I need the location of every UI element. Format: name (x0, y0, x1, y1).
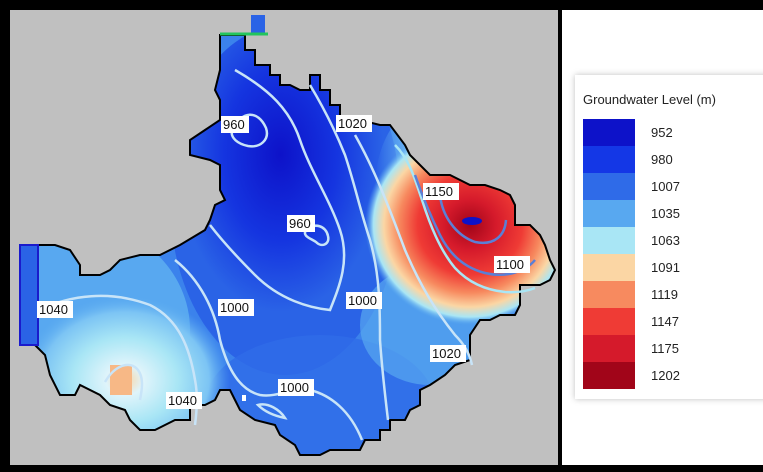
svg-text:1020: 1020 (432, 346, 461, 361)
legend-swatch (583, 362, 635, 389)
legend-item: 952 (583, 119, 763, 146)
legend-item: 1007 (583, 173, 763, 200)
legend-label: 1202 (651, 368, 680, 383)
contour-label: 960 (287, 215, 315, 232)
svg-text:1000: 1000 (348, 293, 377, 308)
contour-label: 1040 (166, 392, 202, 409)
legend-swatch (583, 281, 635, 308)
legend-label: 1147 (651, 314, 679, 329)
svg-text:1020: 1020 (338, 116, 367, 131)
contour-1000-south (174, 259, 364, 441)
contour-1040-pocket (103, 363, 144, 401)
legend-item: 1147 (583, 308, 763, 335)
svg-text:1100: 1100 (496, 257, 524, 272)
peak-cell (462, 217, 482, 225)
legend-swatch (583, 146, 635, 173)
contour-1020-east (308, 84, 390, 421)
contour-label: 1000 (218, 299, 254, 316)
contour-1000-north (209, 68, 346, 312)
contour-label: 1020 (430, 345, 466, 362)
svg-text:960: 960 (223, 117, 245, 132)
svg-text:1040: 1040 (39, 302, 68, 317)
legend-title: Groundwater Level (m) (583, 92, 716, 107)
legend: Groundwater Level (m) 952 980 1007 1035 … (575, 75, 763, 399)
groundwater-map: 960 1020 960 1150 1100 1040 (10, 10, 558, 465)
legend-label: 1063 (651, 233, 680, 248)
contour-label-group: 960 1020 960 1150 1100 1040 (37, 115, 530, 409)
legend-item: 1091 (583, 254, 763, 281)
svg-text:1040: 1040 (168, 393, 197, 408)
contour-label: 1020 (336, 115, 372, 132)
contour-label: 1000 (346, 292, 382, 309)
contour-small-south (255, 403, 288, 420)
west-boundary-marker (19, 244, 39, 346)
legend-swatch (583, 119, 635, 146)
svg-text:960: 960 (289, 216, 311, 231)
legend-swatch (583, 227, 635, 254)
contour-1100 (413, 174, 536, 277)
contour-label: 1100 (494, 256, 530, 273)
legend-label: 1007 (651, 179, 680, 194)
legend-item: 980 (583, 146, 763, 173)
contour-label: 1000 (278, 379, 314, 396)
contour-960-center (303, 224, 330, 247)
legend-item: 1035 (583, 200, 763, 227)
legend-label: 980 (651, 152, 673, 167)
south-well-marker (242, 395, 246, 401)
legend-label: 1091 (651, 260, 680, 275)
legend-swatch (583, 254, 635, 281)
map-view[interactable]: 960 1020 960 1150 1100 1040 (10, 10, 558, 465)
contour-1063-east (394, 144, 536, 294)
contour-label: 1040 (37, 301, 73, 318)
legend-swatch (583, 335, 635, 362)
north-boundary-cell (251, 15, 265, 33)
legend-swatch (583, 200, 635, 227)
contour-960-north (230, 113, 269, 148)
legend-label: 952 (651, 125, 673, 140)
legend-swatch (583, 308, 635, 335)
legend-label: 1035 (651, 206, 680, 221)
legend-item: 1063 (583, 227, 763, 254)
contour-label: 1150 (423, 183, 459, 200)
svg-text:1000: 1000 (220, 300, 249, 315)
svg-text:1150: 1150 (425, 184, 453, 199)
contour-label: 960 (221, 116, 249, 133)
legend-item: 1119 (583, 281, 763, 308)
svg-text:1000: 1000 (280, 380, 309, 395)
legend-item: 1175 (583, 335, 763, 362)
contour-1150 (438, 194, 508, 245)
legend-label: 1119 (651, 287, 678, 302)
legend-swatch (583, 173, 635, 200)
legend-item: 1202 (583, 362, 763, 389)
legend-label: 1175 (651, 341, 679, 356)
